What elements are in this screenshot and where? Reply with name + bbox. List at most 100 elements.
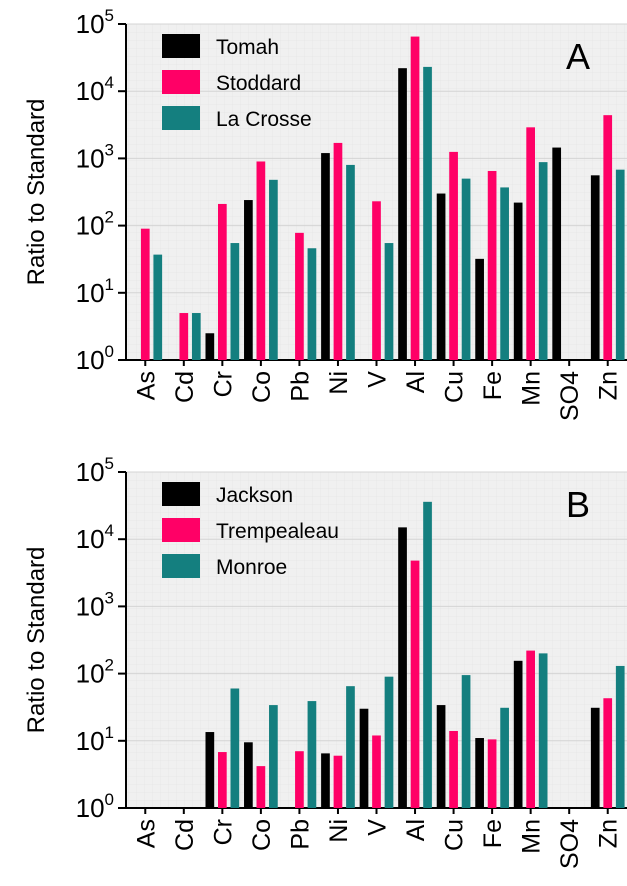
legend-label: Monroe <box>216 556 287 579</box>
y-axis-title: Ratio to Standard <box>23 99 50 286</box>
x-tick-label: Cr <box>209 819 237 845</box>
bar-trempealeau-co <box>256 766 266 808</box>
x-tick-label: Co <box>248 819 276 851</box>
bar-la-crosse-cd <box>191 313 201 360</box>
bar-jackson-cr <box>205 732 215 808</box>
x-tick-label: Cu <box>441 371 469 403</box>
bar-la-crosse-cr <box>230 243 240 360</box>
bar-stoddard-as <box>140 228 150 360</box>
bar-stoddard-co <box>256 161 266 360</box>
y-tick-label: 101 <box>76 275 114 308</box>
y-tick-base: 10 <box>76 278 105 308</box>
x-tick-label: Fe <box>479 819 507 848</box>
bar-monroe-v <box>384 676 394 808</box>
bar-tomah-fe <box>475 258 484 360</box>
bar-stoddard-mn <box>526 127 536 361</box>
y-tick-base: 10 <box>76 726 105 756</box>
bar-stoddard-pb <box>295 232 304 360</box>
bar-trempealeau-cu <box>449 730 458 808</box>
bar-stoddard-ni <box>333 142 343 360</box>
y-tick-exponent: 2 <box>105 208 114 227</box>
bar-stoddard-al <box>410 36 420 360</box>
y-tick-label: 100 <box>76 342 114 375</box>
bar-jackson-v <box>359 708 369 808</box>
y-tick-base: 10 <box>76 793 105 823</box>
y-tick-label: 101 <box>76 723 114 756</box>
bar-la-crosse-zn <box>615 169 625 360</box>
y-tick-exponent: 1 <box>105 275 114 294</box>
bar-monroe-cr <box>230 688 240 808</box>
y-tick-exponent: 4 <box>105 521 114 540</box>
bar-tomah-zn <box>590 175 600 360</box>
legend-swatch <box>162 34 200 58</box>
bar-tomah-ni <box>321 153 330 360</box>
y-tick-label: 104 <box>76 73 114 106</box>
y-tick-exponent: 4 <box>105 73 114 92</box>
bar-jackson-fe <box>475 738 484 808</box>
x-tick-label: Cd <box>171 371 199 403</box>
x-tick-label: Zn <box>595 819 623 848</box>
y-tick-exponent: 3 <box>105 588 114 607</box>
legend-swatch <box>162 554 200 578</box>
bar-jackson-mn <box>513 660 523 808</box>
bar-tomah-al <box>398 68 407 360</box>
bar-stoddard-cr <box>217 203 227 360</box>
legend-label: La Crosse <box>216 108 312 131</box>
x-tick-label: Al <box>402 819 430 841</box>
bar-stoddard-cd <box>179 313 189 360</box>
y-tick-base: 10 <box>76 659 105 689</box>
y-tick-label: 103 <box>76 140 114 173</box>
bar-la-crosse-co <box>269 179 278 360</box>
x-tick-label: SO4 <box>556 819 584 869</box>
bar-trempealeau-v <box>372 735 381 808</box>
y-tick-exponent: 5 <box>105 6 114 25</box>
bar-tomah-mn <box>513 202 523 360</box>
x-tick-label: SO4 <box>556 371 584 421</box>
bar-monroe-pb <box>307 701 317 808</box>
legend-label: Tomah <box>216 36 279 59</box>
x-tick-label: Cr <box>209 371 237 397</box>
legend-swatch <box>162 70 200 94</box>
bar-la-crosse-cu <box>461 178 471 360</box>
y-tick-exponent: 2 <box>105 656 114 675</box>
bar-stoddard-cu <box>449 151 458 360</box>
bar-trempealeau-mn <box>526 650 536 808</box>
bar-trempealeau-fe <box>487 739 497 808</box>
x-tick-label: As <box>132 819 160 848</box>
x-tick-label: Pb <box>286 371 314 402</box>
x-tick-label: Cd <box>171 819 199 851</box>
bar-trempealeau-ni <box>333 755 343 808</box>
bar-jackson-cu <box>436 705 446 808</box>
x-tick-label: Cu <box>441 819 469 851</box>
bar-monroe-co <box>269 705 278 808</box>
x-tick-label: V <box>364 819 392 836</box>
y-tick-exponent: 0 <box>105 342 114 361</box>
bar-tomah-cr <box>205 333 215 360</box>
x-tick-label: Fe <box>479 371 507 400</box>
y-tick-label: 105 <box>76 454 114 487</box>
y-tick-base: 10 <box>76 9 105 39</box>
legend-label: Trempealeau <box>216 520 339 543</box>
bar-stoddard-zn <box>603 115 613 361</box>
bar-stoddard-fe <box>487 170 497 360</box>
bar-jackson-zn <box>590 707 600 808</box>
legend-label: Stoddard <box>216 72 301 95</box>
y-tick-exponent: 0 <box>105 790 114 809</box>
y-tick-exponent: 3 <box>105 140 114 159</box>
legend-label: Jackson <box>216 484 293 507</box>
y-tick-base: 10 <box>76 591 105 621</box>
x-tick-label: Ni <box>325 371 353 395</box>
bar-stoddard-v <box>372 201 381 360</box>
bar-la-crosse-mn <box>538 162 548 360</box>
panel-label: A <box>566 36 590 77</box>
bar-tomah-so4 <box>552 147 562 360</box>
bar-monroe-cu <box>461 675 471 808</box>
y-tick-exponent: 5 <box>105 454 114 473</box>
x-tick-label: V <box>364 371 392 388</box>
bar-tomah-cu <box>436 193 446 360</box>
x-tick-label: Ni <box>325 819 353 843</box>
bar-la-crosse-al <box>423 66 432 360</box>
bar-monroe-mn <box>538 653 548 808</box>
